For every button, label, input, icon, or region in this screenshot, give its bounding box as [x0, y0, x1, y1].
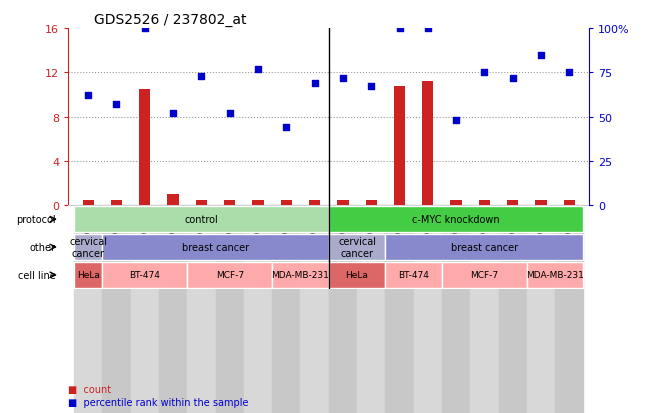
Bar [196, 200, 207, 206]
Bar [187, 206, 215, 413]
Bar [527, 206, 555, 413]
Point [479, 70, 490, 76]
Bar [507, 200, 518, 206]
Bar [366, 200, 377, 206]
Bar [301, 206, 329, 413]
Text: MDA-MB-231: MDA-MB-231 [526, 271, 584, 280]
Bar [131, 206, 159, 413]
Bar [337, 200, 348, 206]
Bar [385, 206, 413, 413]
Text: cervical
cancer: cervical cancer [338, 237, 376, 258]
Bar [159, 206, 187, 413]
Point [422, 26, 433, 32]
Point [225, 111, 235, 117]
Text: MDA-MB-231: MDA-MB-231 [271, 271, 329, 280]
Point [281, 125, 292, 131]
Bar [102, 235, 329, 260]
Bar [442, 262, 527, 288]
Bar [74, 207, 329, 233]
Text: BT-474: BT-474 [130, 271, 160, 280]
Bar [442, 206, 470, 413]
Text: ■  count: ■ count [68, 385, 111, 394]
Bar [215, 206, 244, 413]
Bar [329, 235, 385, 260]
Bar [272, 206, 301, 413]
Bar [224, 200, 236, 206]
Text: c-MYC knockdown: c-MYC knockdown [412, 215, 500, 225]
Text: breast cancer: breast cancer [182, 242, 249, 252]
Bar [187, 262, 272, 288]
Bar [394, 86, 405, 206]
Text: cell line: cell line [18, 270, 55, 280]
Bar [102, 206, 131, 413]
Bar [357, 206, 385, 413]
Bar [272, 262, 329, 288]
Point [508, 75, 518, 82]
Point [83, 93, 93, 100]
Bar [478, 200, 490, 206]
Bar [309, 200, 320, 206]
Point [139, 26, 150, 32]
Bar [139, 90, 150, 206]
Bar [244, 206, 272, 413]
Bar [555, 206, 583, 413]
Bar [281, 200, 292, 206]
Text: cervical
cancer: cervical cancer [69, 237, 107, 258]
Text: breast cancer: breast cancer [451, 242, 518, 252]
Text: ■  percentile rank within the sample: ■ percentile rank within the sample [68, 397, 249, 407]
Bar [167, 195, 179, 206]
Bar [413, 206, 442, 413]
Text: other: other [29, 242, 55, 252]
Bar [253, 200, 264, 206]
Point [451, 118, 462, 124]
Bar [74, 206, 102, 413]
Bar [470, 206, 499, 413]
Bar [527, 262, 583, 288]
Point [309, 81, 320, 87]
Bar [111, 200, 122, 206]
Bar [450, 200, 462, 206]
Point [196, 74, 206, 80]
Point [111, 102, 122, 108]
Point [564, 70, 575, 76]
Text: MCF-7: MCF-7 [215, 271, 243, 280]
Bar [385, 235, 583, 260]
Point [536, 52, 546, 59]
Text: BT-474: BT-474 [398, 271, 429, 280]
Text: MCF-7: MCF-7 [471, 271, 499, 280]
Bar [499, 206, 527, 413]
Bar [74, 235, 102, 260]
Text: control: control [184, 215, 218, 225]
Text: GDS2526 / 237802_at: GDS2526 / 237802_at [94, 12, 247, 26]
Point [338, 75, 348, 82]
Bar [385, 262, 442, 288]
Text: HeLa: HeLa [346, 271, 368, 280]
Bar [74, 262, 102, 288]
Point [168, 111, 178, 117]
Bar [329, 206, 357, 413]
Bar [102, 262, 187, 288]
Bar [564, 200, 575, 206]
Bar [422, 82, 434, 206]
Point [366, 84, 376, 90]
Text: protocol: protocol [16, 215, 55, 225]
Point [395, 26, 405, 32]
Text: HeLa: HeLa [77, 271, 100, 280]
Bar [535, 200, 547, 206]
Bar [329, 207, 583, 233]
Point [253, 66, 263, 73]
Bar [83, 200, 94, 206]
Bar [329, 262, 385, 288]
